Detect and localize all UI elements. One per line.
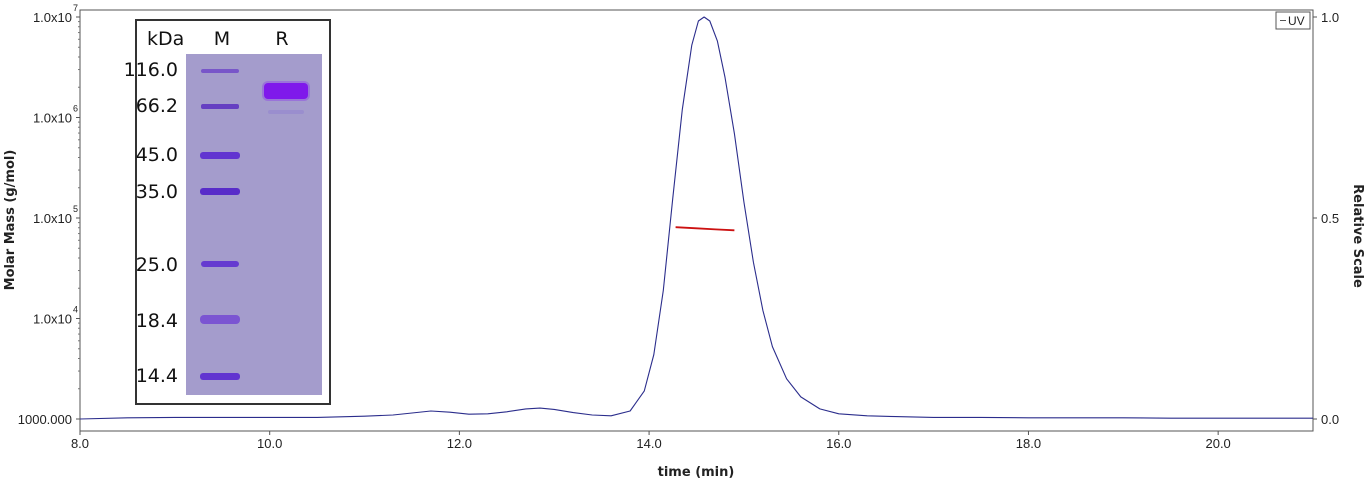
gel-marker-label: 35.0: [136, 181, 178, 203]
gel-marker-label: 66.2: [136, 95, 178, 117]
gel-marker-band: [200, 152, 240, 159]
y-right-tick-label: 0.0: [1321, 412, 1339, 427]
y-left-tick-label: 1.0x10: [33, 312, 72, 327]
y-axis-left-label: Molar Mass (g/mol): [3, 150, 18, 291]
x-axis: 8.0 10.0 12.0 14.0 16.0 18.0 20.0: [71, 431, 1231, 451]
gel-sample-band-glow: [262, 81, 310, 101]
gel-marker-label: 45.0: [136, 144, 178, 166]
x-tick-label: 16.0: [826, 436, 851, 451]
y-left-tick-label: 1.0x10: [33, 10, 72, 25]
y-left-tick-exponent: 6: [73, 104, 78, 114]
gel-marker-label: 116.0: [124, 59, 178, 81]
gel-marker-label: 14.4: [136, 365, 178, 387]
gel-marker-band: [200, 188, 240, 195]
legend: UV: [1275, 11, 1311, 30]
gel-header-m: M: [214, 28, 230, 50]
y-axis-right: 1.0 0.5 0.0: [1313, 10, 1339, 427]
gel-header-kda: kDa: [147, 28, 184, 50]
gel-marker-band: [201, 104, 239, 109]
y-left-tick-exponent: 7: [73, 3, 78, 13]
y-left-tick-exponent: 4: [73, 305, 78, 315]
x-tick-label: 18.0: [1016, 436, 1041, 451]
gel-marker-band: [201, 261, 239, 267]
x-tick-label: 8.0: [71, 436, 89, 451]
x-tick-label: 20.0: [1205, 436, 1230, 451]
x-tick-label: 14.0: [636, 436, 661, 451]
gel-marker-band: [201, 69, 239, 73]
gel-header-r: R: [275, 28, 288, 50]
series-group: [79, 16, 1313, 420]
x-axis-label: time (min): [658, 465, 735, 480]
gel-sample-band: [264, 83, 308, 99]
uv-trace: [79, 16, 1313, 420]
gel-marker-label: 18.4: [136, 310, 178, 332]
y-right-tick-label: 1.0: [1321, 10, 1339, 25]
y-left-tick-exponent: 5: [73, 204, 78, 214]
gel-marker-band: [200, 373, 240, 380]
y-axis-right-label: Relative Scale: [1350, 184, 1365, 288]
gel-inset: kDa M R 116.0 66.2 45.0 35.0 25.0 18.4 1…: [124, 19, 331, 405]
legend-label-uv: UV: [1288, 14, 1305, 28]
y-left-tick-label: 1.0x10: [33, 211, 72, 226]
y-left-tick-label: 1000.000: [18, 412, 72, 427]
plot-area: [79, 9, 1314, 432]
gel-sample-band-faint: [268, 110, 304, 114]
x-tick-label: 12.0: [447, 436, 472, 451]
gel-marker-band: [200, 315, 240, 324]
molar-mass-trace: [675, 226, 735, 232]
gel-marker-label: 25.0: [136, 254, 178, 276]
y-left-tick-label: 1.0x10: [33, 111, 72, 126]
y-right-tick-label: 0.5: [1321, 211, 1339, 226]
x-tick-label: 10.0: [257, 436, 282, 451]
